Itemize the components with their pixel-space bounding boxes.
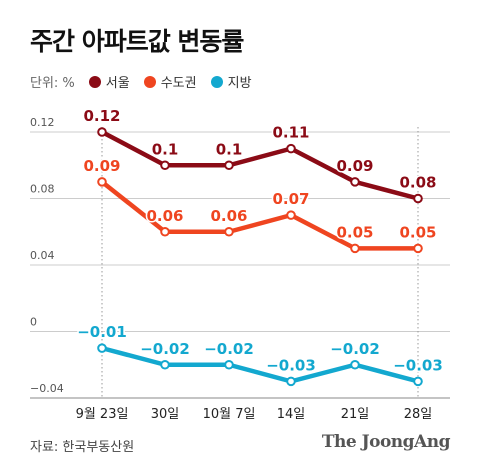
data-point-regional (286, 376, 296, 387)
legend-item-capital: 수도권 (143, 72, 197, 91)
data-label-capital: 0.09 (83, 157, 120, 175)
source-note: 자료: 한국부동산원 (30, 440, 135, 455)
data-label-seoul: 0.11 (272, 124, 309, 142)
data-label-regional: −0.01 (77, 323, 127, 341)
x-tick-label: 9월 23일 (76, 407, 129, 422)
data-point-regional (224, 359, 234, 370)
data-point-capital (286, 210, 296, 220)
data-label-capital: 0.05 (399, 223, 436, 241)
data-label-seoul: 0.1 (152, 140, 179, 158)
legend-dot-icon (88, 75, 101, 88)
legend-label-regional: 지방 (227, 76, 252, 91)
legend-item-seoul: 서울 (88, 72, 130, 91)
data-point-capital (160, 226, 170, 237)
data-point-capital (97, 177, 107, 187)
legend-label-seoul: 서울 (105, 76, 130, 91)
data-point-regional (160, 359, 170, 370)
data-point-seoul (224, 160, 234, 171)
legend-dot-icon (143, 75, 156, 88)
chart-title: 주간 아파트값 변동률 (30, 27, 244, 56)
data-point-regional (97, 343, 107, 353)
data-point-seoul (350, 177, 360, 187)
data-label-regional: −0.03 (266, 356, 316, 374)
brand-logo: The JoongAng (321, 432, 451, 452)
data-label-seoul: 0.12 (83, 107, 120, 125)
unit-label: 단위: % (30, 76, 75, 91)
data-point-seoul (160, 160, 170, 171)
x-tick-label: 28일 (404, 407, 433, 422)
series-line-regional (99, 345, 421, 384)
data-point-seoul (413, 193, 423, 204)
data-label-regional: −0.03 (393, 356, 443, 374)
data-point-regional (413, 376, 423, 387)
data-label-seoul: 0.1 (216, 140, 243, 158)
data-point-seoul (97, 127, 107, 137)
data-label-capital: 0.06 (146, 207, 183, 225)
data-label-capital: 0.07 (272, 190, 309, 208)
data-label-seoul: 0.09 (336, 157, 373, 175)
legend-dot-icon (210, 75, 223, 88)
y-tick-label: 0.04 (30, 249, 55, 262)
series-line-capital (99, 179, 421, 251)
data-point-capital (413, 243, 423, 254)
legend-label-capital: 수도권 (160, 76, 197, 91)
data-label-capital: 0.06 (210, 207, 247, 225)
x-tick-label: 21일 (341, 407, 370, 422)
legend: 단위: % 서울 수도권 지방 (30, 72, 266, 91)
x-tick-label: 30일 (151, 407, 180, 422)
data-label-capital: 0.05 (336, 223, 373, 241)
data-label-regional: −0.02 (204, 340, 254, 358)
data-point-capital (350, 243, 360, 254)
data-point-capital (224, 226, 234, 237)
data-label-seoul: 0.08 (399, 174, 436, 192)
y-tick-label: 0.08 (30, 183, 55, 196)
y-tick-label: 0.12 (30, 116, 55, 129)
series-line-seoul (99, 129, 421, 201)
data-point-regional (350, 359, 360, 370)
x-tick-label: 10월 7일 (203, 407, 256, 422)
data-label-regional: −0.02 (140, 340, 190, 358)
legend-item-regional: 지방 (210, 72, 252, 91)
y-tick-label: −0.04 (30, 382, 64, 395)
data-label-regional: −0.02 (330, 340, 380, 358)
y-tick-label: 0 (30, 316, 37, 329)
data-point-seoul (286, 143, 296, 154)
x-tick-label: 14일 (277, 407, 306, 422)
